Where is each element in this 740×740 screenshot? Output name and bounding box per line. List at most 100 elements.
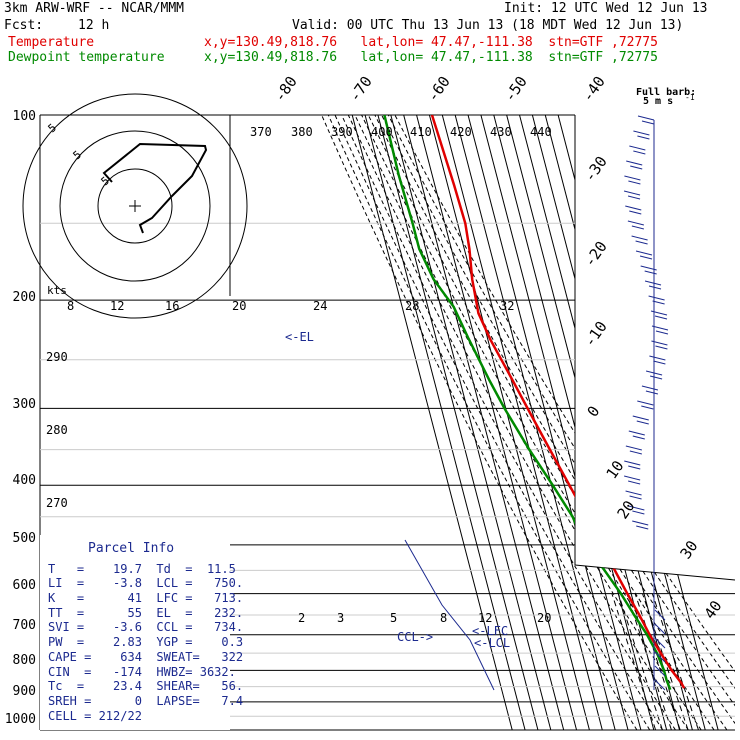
theta-label-420: 420 <box>450 125 472 139</box>
isotherm-label-30: 30 <box>677 537 702 562</box>
parcel-info-row: LI = -3.8 LCL = 750. <box>48 576 243 590</box>
el-marker: <-EL <box>285 330 314 344</box>
wind-barb <box>624 460 641 470</box>
lfc-marker: <-LFC <box>472 624 508 638</box>
wind-barb <box>654 679 666 691</box>
wind-barb <box>649 355 666 365</box>
isotherm-line <box>377 115 539 730</box>
pressure-label-500: 500 <box>13 531 36 546</box>
pressure-label-900: 900 <box>13 684 36 699</box>
pressure-label-200: 200 <box>13 290 36 305</box>
parcel-info-row: CAPE = 634 SWEAT= 322 <box>48 650 243 664</box>
pressure-label-600: 600 <box>13 578 36 593</box>
isotherm-line <box>364 115 526 730</box>
forecast-hour: 12 h <box>78 18 110 33</box>
dewpoint-legend-label: Dewpoint temperature <box>8 50 165 65</box>
parcel-info-row: CELL = 212/22 <box>48 709 142 723</box>
isotherm-line <box>416 115 578 730</box>
isotherm-line <box>480 115 642 730</box>
parcel-info-row: T = 19.7 Td = 11.5 <box>48 562 236 576</box>
parcel-info-row: SREH = 0 LAPSE= 7.4 <box>48 694 243 708</box>
pressure-label-1000: 1000 <box>5 712 36 727</box>
wind-barb <box>635 250 653 260</box>
wind-barb <box>654 665 666 677</box>
wind-barb <box>650 310 668 320</box>
skewt-grid <box>321 115 735 730</box>
isotherm-label-m70: -70 <box>346 73 376 106</box>
hodo-tick-32: 32 <box>500 299 514 313</box>
hodograph-ring <box>59 130 211 282</box>
init-time: Init: 12 UTC Wed 12 Jun 13 <box>504 1 708 16</box>
isotherm-line <box>390 115 552 730</box>
isotherm-label-m50: -50 <box>501 73 531 106</box>
theta-label-380: 380 <box>291 125 313 139</box>
wind-barb <box>627 220 644 230</box>
isotherm-line <box>531 115 693 730</box>
valid-time: Valid: 00 UTC Thu 13 Jun 13 (18 MDT Wed … <box>292 18 684 33</box>
wind-barb <box>632 415 649 425</box>
sounding-profiles <box>383 115 686 691</box>
wind-barb <box>648 295 665 305</box>
parcel-info-row: SVI = -3.6 CCL = 734. <box>48 620 243 634</box>
isotherm-line <box>403 115 565 730</box>
hodograph-ring <box>97 168 173 244</box>
wind-barb <box>640 265 657 275</box>
wind-barb <box>626 160 643 170</box>
parcel-info-row: PW = 2.83 YGP = 0.3 <box>48 635 243 649</box>
wind-barb <box>644 280 662 290</box>
pressure-label-100: 100 <box>13 109 36 124</box>
wind-barb <box>625 445 642 455</box>
wind-barb <box>625 490 642 500</box>
wind-barb <box>651 340 668 350</box>
isotherm-line <box>467 115 629 730</box>
isotherm-label-0: 0 <box>584 403 604 421</box>
mixing-ratio-label-20: 20 <box>537 611 551 625</box>
hodo-tick-12: 12 <box>110 299 124 313</box>
hodograph-trace <box>102 142 208 234</box>
isotherm-label-m80: -80 <box>271 73 301 106</box>
pressure-label-700: 700 <box>13 618 36 633</box>
barb-legend: Full barb: 5 m s -1 <box>636 87 696 107</box>
temperature-legend-label: Temperature <box>8 35 95 50</box>
lcl-marker: <-LCL <box>474 636 510 650</box>
isotherm-line <box>493 115 655 730</box>
ccl-marker: CCL-> <box>397 630 433 644</box>
theta-label-390: 390 <box>331 125 353 139</box>
hodo-tick-16: 16 <box>165 299 179 313</box>
isotherm-line <box>351 115 513 730</box>
wind-barb <box>624 175 641 185</box>
isotherm-line <box>441 115 603 730</box>
barb-legend-value: 5 m s <box>643 96 673 107</box>
isotherm-label-m60: -60 <box>424 73 454 106</box>
hodograph-units: kts <box>47 284 67 297</box>
dry-adiabat-label-280: 280 <box>46 423 68 437</box>
hodograph-inset <box>22 93 248 319</box>
hodo-tick-20: 20 <box>232 299 246 313</box>
isotherm-line <box>428 115 590 730</box>
wind-barb <box>645 370 663 380</box>
isotherm-label-m40: -40 <box>579 73 609 106</box>
hodo-tick-8: 8 <box>67 299 74 313</box>
dry-adiabat <box>394 115 735 730</box>
isotherm-label-m10: -10 <box>581 318 611 351</box>
wind-barbs <box>623 115 669 691</box>
isotherm-label-20: 20 <box>614 497 639 522</box>
hodo-ring-label-mid: 5 <box>71 148 84 162</box>
hodograph-ring <box>22 93 248 319</box>
barb-legend-unit: -1 <box>685 93 695 102</box>
theta-label-370: 370 <box>250 125 272 139</box>
wind-barb <box>633 130 650 140</box>
wind-barb <box>628 430 645 440</box>
parcel-info-background <box>40 535 230 730</box>
theta-label-410: 410 <box>410 125 432 139</box>
isotherm-label-40: 40 <box>701 597 726 622</box>
wind-barb <box>631 235 648 245</box>
parcel-info-row: Tc = 23.4 SHEAR= 56. <box>48 679 243 693</box>
wind-barb <box>628 505 645 515</box>
wind-barb <box>623 190 641 200</box>
hodo-tick-28: 28 <box>405 299 419 313</box>
wind-barb <box>637 400 654 410</box>
wind-barb <box>654 623 666 635</box>
